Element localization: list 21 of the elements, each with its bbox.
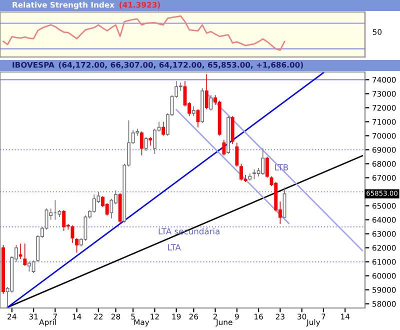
candlestick <box>230 116 234 145</box>
candlestick <box>162 121 166 136</box>
candlestick <box>84 215 88 242</box>
candlestick <box>92 194 96 214</box>
candlestick <box>140 131 144 156</box>
candlestick <box>261 148 265 176</box>
candlestick <box>209 94 213 111</box>
candlestick <box>265 156 269 178</box>
candlestick <box>75 238 79 254</box>
candlestick <box>18 243 22 260</box>
candlestick <box>110 198 114 219</box>
candlestick <box>235 142 239 167</box>
annotation: LTA <box>168 244 181 250</box>
candlestick <box>192 106 196 117</box>
candlestick <box>204 74 208 110</box>
candlestick <box>144 136 148 152</box>
candlestick <box>32 260 36 274</box>
candlestick <box>222 140 226 156</box>
candlestick <box>23 243 27 266</box>
candlestick <box>152 128 156 154</box>
candlestick <box>62 210 66 232</box>
